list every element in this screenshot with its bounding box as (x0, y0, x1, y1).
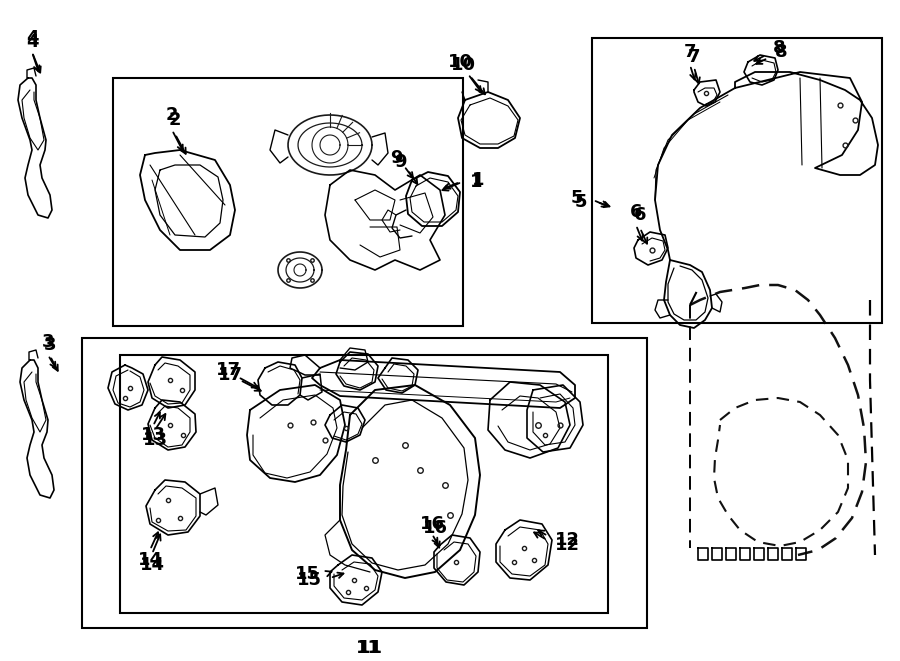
Bar (113, 78, 463, 326)
Text: 13: 13 (142, 431, 167, 449)
Text: 4: 4 (26, 29, 38, 47)
Text: 9: 9 (390, 149, 402, 167)
Text: 16: 16 (419, 515, 445, 533)
Text: 6: 6 (630, 203, 643, 221)
Bar (120, 355, 608, 613)
Text: 12: 12 (555, 531, 580, 549)
Text: 5: 5 (571, 189, 583, 207)
Text: 1: 1 (470, 173, 482, 191)
Text: 8: 8 (775, 43, 788, 61)
Text: 7: 7 (688, 48, 700, 66)
Text: 7: 7 (684, 43, 697, 61)
Text: 5: 5 (574, 193, 587, 211)
Text: 2: 2 (169, 111, 181, 129)
Text: 9: 9 (394, 153, 406, 171)
Text: 1: 1 (472, 171, 484, 189)
Text: 13: 13 (140, 426, 166, 444)
Bar (592, 38, 882, 323)
Text: 16: 16 (422, 519, 447, 537)
Text: 14: 14 (140, 556, 165, 574)
Text: 14: 14 (138, 551, 163, 569)
Text: 17: 17 (218, 366, 242, 384)
Text: 3: 3 (41, 333, 54, 351)
Text: 10: 10 (447, 53, 473, 71)
Text: 8: 8 (773, 39, 786, 57)
Text: 4: 4 (26, 33, 38, 51)
Text: 15: 15 (297, 571, 322, 589)
Text: 3: 3 (44, 336, 56, 354)
Text: 12: 12 (555, 536, 580, 554)
Bar (82, 338, 647, 628)
Text: 10: 10 (451, 56, 475, 74)
Text: 2: 2 (166, 106, 178, 124)
Text: 6: 6 (634, 206, 646, 224)
Text: 17: 17 (215, 361, 240, 379)
Text: 15: 15 (295, 565, 320, 583)
Text: 11: 11 (356, 639, 381, 657)
Text: 11: 11 (357, 639, 382, 657)
